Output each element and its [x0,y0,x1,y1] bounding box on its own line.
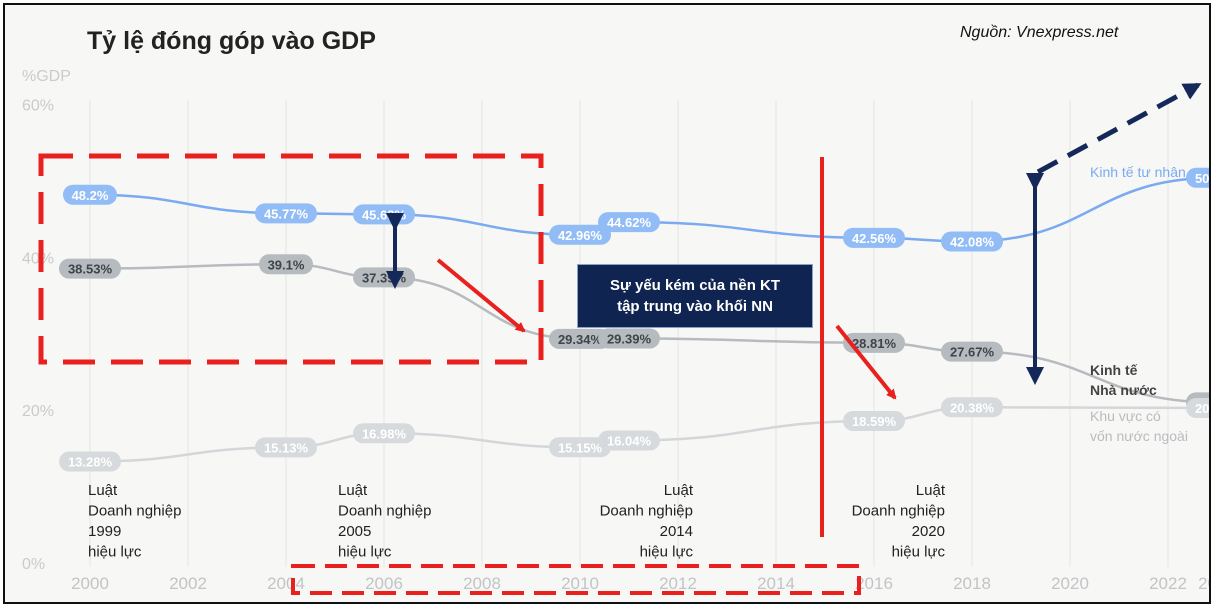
data-label-pill [1186,167,1209,188]
law-annotation-text: Luật [664,482,694,499]
data-label-pill [255,203,317,224]
data-label: 16.04% [607,433,652,448]
law-annotation-text: hiệu lực [640,544,694,561]
data-label: 18.59% [852,414,897,429]
data-label: 16.98% [362,426,407,441]
x-tick-label: 2000 [71,574,109,593]
legend-state-line2: Nhà nước [1090,382,1157,398]
data-label: 50.42% [1195,171,1211,186]
data-label-pill [59,258,121,279]
law-annotation-text: hiệu lực [88,544,142,561]
data-label-pill [549,328,611,349]
data-label-pill [1186,397,1209,418]
y-tick-label: 20% [22,403,54,420]
data-label-pill [843,227,905,248]
data-label-pill [549,437,611,458]
data-label: 27.67% [950,345,995,360]
source-note: Nguồn: Vnexpress.net [960,24,1119,41]
law-annotation-text: 2005 [338,523,371,540]
x-tick-label: 2023 [1198,574,1211,593]
data-label-pill [843,332,905,353]
law-annotation-text: Doanh nghiệp [88,503,181,520]
law-annotation-text: Luật [916,482,946,499]
x-tick-label: 2002 [169,574,207,593]
data-label-pill [255,437,317,458]
data-label: 28.81% [852,336,897,351]
x-tick-label: 2018 [953,574,991,593]
law-annotation-text: Doanh nghiệp [852,503,945,520]
y-tick-label: 60% [22,98,54,115]
data-label: 20.29% [1195,401,1211,416]
y-axis-label: %GDP [22,68,71,85]
law-annotation-text: 2020 [912,523,945,540]
data-label-pill [598,430,660,451]
trend-arrow-dashed [1036,82,1202,175]
data-label: 29.34% [558,332,603,347]
callout-line-2: tập trung vào khối NN [617,298,773,315]
data-label-pill [941,397,1003,418]
y-tick-label: 40% [22,250,54,267]
x-tick-label: 2012 [659,574,697,593]
highlight-box-2000-2010 [38,153,544,365]
legend-fdi-line1: Khu vực có [1090,408,1161,424]
data-label: 38.53% [68,262,113,277]
law-annotation-text: hiệu lực [892,544,946,561]
data-label-pill [549,224,611,245]
x-tick-label: 2020 [1051,574,1089,593]
x-tick-label: 2008 [463,574,501,593]
law-annotation-text: Luật [88,482,118,499]
legend-fdi-line2: vốn nước ngoài [1090,428,1188,444]
chart-frame: 0% 20% 40% 60% 2000 2002 2004 2006 2008 2010 2012… [3,3,1211,604]
data-label: 37.39% [362,270,407,285]
law-annotation-text: Doanh nghiệp [338,503,431,520]
chart-title: Tỷ lệ đóng góp vào GDP [87,27,376,55]
data-label-pill [63,184,117,205]
data-label: 20.38% [950,400,995,415]
x-tick-label: 2014 [757,574,795,593]
x-tick-label: 2010 [561,574,599,593]
legend-private: Kinh tế tư nhân [1090,164,1186,180]
data-label: 45.63% [362,207,407,222]
data-label: 42.56% [852,231,897,246]
data-label: 48.2% [72,188,109,203]
data-label-pill [259,254,313,275]
law-annotation-text: 2014 [660,523,693,540]
data-label-pill [598,328,660,349]
data-label: 44.62% [607,215,652,230]
law-annotation-text: hiệu lực [338,544,392,561]
data-label: 42.96% [558,228,603,243]
data-label-pill [941,341,1003,362]
data-label: 39.1% [268,257,305,272]
data-label: 15.15% [558,440,603,455]
law-annotation-text: Doanh nghiệp [600,503,693,520]
arrow-decline-2019 [835,324,897,400]
arrow-decline-2008 [436,258,526,333]
legend-state-line1: Kinh tế [1090,362,1138,378]
law-annotation-text: Luật [338,482,368,499]
callout-line-1: Sự yếu kém của nền KT [609,277,781,294]
data-label-pill [941,231,1003,252]
data-label-pill [59,451,121,472]
data-label: 45.77% [264,206,309,221]
highlight-box-years [291,564,861,595]
law-annotation-text: 1999 [88,523,121,540]
x-tick-label: 2022 [1149,574,1187,593]
callout-box: Sự yếu kém của nền KT tập trung vào khối… [577,264,813,328]
x-tick-label: 2006 [365,574,403,593]
x-tick-label: 2016 [855,574,893,593]
data-label: 13.28% [68,455,113,470]
data-label-pill [843,410,905,431]
chart-canvas: 0% 20% 40% 60% 2000 2002 2004 2006 2008 2010 2012… [22,24,1211,595]
y-tick-label: 0% [22,556,45,573]
data-label: 42.08% [950,235,995,250]
data-label-pill [598,212,660,233]
data-label-pill [353,423,415,444]
x-tick-label: 2004 [267,574,305,593]
data-label: 15.13% [264,440,309,455]
data-label: 29.39% [607,331,652,346]
